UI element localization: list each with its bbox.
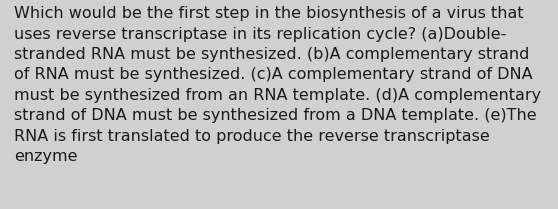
Text: Which would be the first step in the biosynthesis of a virus that
uses reverse t: Which would be the first step in the bio… <box>14 6 541 164</box>
